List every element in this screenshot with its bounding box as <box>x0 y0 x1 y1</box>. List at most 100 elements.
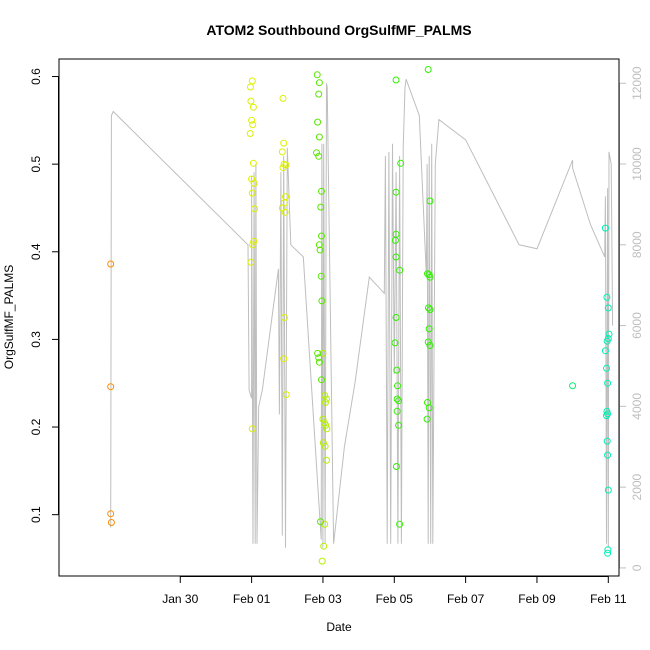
x-axis-label: Date <box>326 620 352 634</box>
chart-title: ATOM2 Southbound OrgSulfMF_PALMS <box>206 22 471 38</box>
data-point <box>280 139 288 147</box>
y2-tick-label: 10000 <box>630 147 644 181</box>
y2-tick-label: 8000 <box>630 231 644 258</box>
data-point <box>249 121 257 129</box>
data-point <box>315 354 323 362</box>
data-point <box>323 395 330 403</box>
data-point <box>423 415 431 423</box>
data-point <box>315 133 323 141</box>
data-point <box>318 376 325 384</box>
data-point <box>393 366 401 374</box>
data-point <box>278 148 286 156</box>
altitude-layer <box>110 79 614 548</box>
y-tick-label: 0.3 <box>29 331 43 348</box>
data-point <box>603 364 610 372</box>
data-point <box>604 451 612 459</box>
y2-tick-label: 0 <box>630 564 644 571</box>
x-tick-label: Feb 03 <box>304 592 342 606</box>
y2-tick-label: 6000 <box>630 312 644 339</box>
data-point <box>250 237 258 245</box>
y-tick-label: 0.6 <box>29 68 43 85</box>
data-point <box>604 335 612 342</box>
y2-tick-label: 2000 <box>630 473 644 500</box>
y-tick-label: 0.5 <box>29 155 43 172</box>
data-point <box>314 118 322 126</box>
data-point <box>393 395 401 403</box>
data-point <box>604 486 612 494</box>
data-point <box>279 164 287 172</box>
data-point <box>314 349 322 357</box>
data-point <box>247 258 255 266</box>
data-point <box>279 94 287 102</box>
data-point <box>425 304 432 312</box>
data-point <box>392 463 400 470</box>
data-point <box>426 197 434 205</box>
data-point <box>280 355 288 363</box>
data-point <box>426 342 434 349</box>
data-point <box>393 407 401 415</box>
data-point <box>601 224 609 232</box>
x-tick-label: Feb 11 <box>590 592 627 606</box>
data-point <box>323 456 330 464</box>
data-point <box>315 79 323 87</box>
data-point <box>426 273 434 281</box>
data-point <box>249 103 257 111</box>
data-point <box>247 83 254 91</box>
altitude-line <box>110 79 614 548</box>
y2-tick-label: 4000 <box>630 393 644 420</box>
data-point <box>391 236 399 244</box>
x-tick-label: Feb 09 <box>518 592 556 606</box>
data-point <box>604 549 612 557</box>
data-point <box>251 205 258 213</box>
data-point <box>318 232 325 240</box>
data-point <box>248 189 256 197</box>
data-point <box>392 188 400 196</box>
data-point <box>248 425 256 433</box>
data-point <box>318 187 325 195</box>
data-point <box>318 557 326 565</box>
data-point <box>395 397 403 405</box>
data-point <box>248 77 256 85</box>
y-tick-label: 0.4 <box>29 243 43 260</box>
data-point <box>315 358 323 366</box>
data-point <box>396 266 404 274</box>
data-point <box>317 518 324 526</box>
data-point <box>603 293 611 301</box>
data-point <box>604 379 612 387</box>
data-point <box>250 179 258 187</box>
y-tick-label: 0.2 <box>29 418 43 435</box>
data-point <box>107 519 115 526</box>
data-point <box>397 159 405 167</box>
data-point <box>424 338 432 346</box>
data-point <box>281 208 289 216</box>
data-point <box>313 71 321 79</box>
data-point <box>319 439 327 447</box>
data-point <box>392 253 400 261</box>
data-point <box>317 272 325 280</box>
data-point <box>425 404 433 412</box>
points-layer <box>107 66 613 565</box>
data-point <box>604 546 612 554</box>
data-point <box>317 203 325 211</box>
data-point <box>320 542 328 550</box>
data-point <box>322 421 330 429</box>
y-axis-label: OrgSulfMF_PALMS <box>2 265 16 369</box>
data-point <box>107 260 115 268</box>
data-point <box>246 130 254 137</box>
data-point <box>392 314 400 321</box>
data-point <box>604 304 612 312</box>
y2-tick-label: 12000 <box>630 66 644 100</box>
data-point <box>569 382 577 390</box>
data-point <box>247 97 255 105</box>
data-point <box>313 149 320 157</box>
data-point <box>321 392 329 399</box>
data-point <box>394 382 401 390</box>
data-point <box>280 314 288 321</box>
data-point <box>248 116 256 124</box>
data-point <box>425 325 433 333</box>
data-point <box>391 339 399 347</box>
data-point <box>321 442 329 450</box>
data-point <box>249 241 257 249</box>
data-point <box>319 349 327 357</box>
